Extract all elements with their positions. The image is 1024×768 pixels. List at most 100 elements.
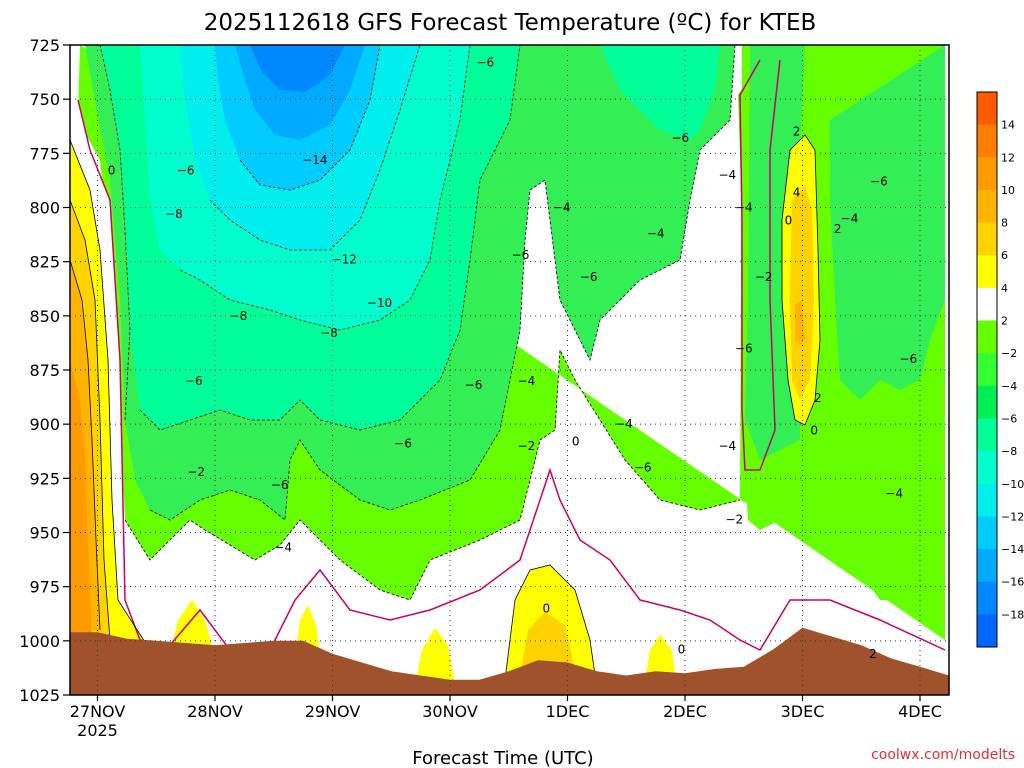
- contour-label: −2: [518, 439, 536, 453]
- x-tick-label: 4DEC: [898, 702, 942, 721]
- x-tick-label: 28NOV: [187, 702, 243, 721]
- colorbar-tick-label: 8: [1001, 217, 1008, 230]
- colorbar-swatch: [977, 581, 997, 615]
- contour-label: −6: [271, 478, 289, 492]
- contour-label: −4: [274, 541, 292, 555]
- colorbar-swatch: [977, 157, 997, 191]
- contour-label: −4: [518, 374, 536, 388]
- contour-label: −8: [230, 309, 248, 323]
- contour-label: −2: [725, 513, 743, 527]
- contour-label: −6: [899, 352, 917, 366]
- x-axis-ticks: 27NOV 28NOV 29NOV 30NOV 1DEC 2DEC 3DEC 4DEC 2025: [70, 695, 942, 740]
- colorbar-swatch: [977, 385, 997, 419]
- colorbar-tick-label: −4: [1001, 380, 1017, 393]
- y-tick-label: 950: [29, 524, 60, 543]
- y-tick-label: 1000: [19, 632, 60, 651]
- y-tick-label: 800: [29, 199, 60, 218]
- x-tick-label: 29NOV: [305, 702, 361, 721]
- contour-label: −4: [735, 201, 753, 215]
- contour-label: −2: [755, 270, 773, 284]
- contour-label: 0: [678, 643, 686, 657]
- contour-label: 2: [869, 647, 877, 661]
- contour-label: −6: [185, 374, 203, 388]
- colorbar-swatch: [977, 549, 997, 583]
- y-tick-label: 775: [29, 144, 60, 163]
- contour-label: −4: [647, 227, 665, 241]
- colorbar-frame: [976, 91, 998, 648]
- x-tick-label: 30NOV: [422, 702, 478, 721]
- contour-label: −6: [394, 437, 412, 451]
- y-tick-label: 825: [29, 253, 60, 272]
- contour-label: −6: [465, 378, 483, 392]
- colorbar-tick-label: −18: [1001, 608, 1024, 621]
- contour-label: 0: [543, 601, 551, 615]
- colorbar-tick-label: 12: [1001, 151, 1015, 164]
- y-tick-label: 750: [29, 90, 60, 109]
- contour-lines: [70, 45, 946, 681]
- vertical-gridlines: [97, 45, 921, 695]
- x-tick-label: 27NOV: [70, 702, 126, 721]
- contour-label: −4: [718, 439, 736, 453]
- contour-label: −8: [165, 207, 183, 221]
- colorbar-tick-label: −10: [1001, 478, 1024, 491]
- contour-label: −6: [671, 131, 689, 145]
- colorbar-tick-label: −8: [1001, 445, 1017, 458]
- warm-pocket-2dec: [645, 635, 676, 680]
- colorbar-swatch: [977, 516, 997, 550]
- contour-label: 0: [785, 214, 793, 228]
- colorbar-swatch: [977, 124, 997, 158]
- y-tick-label: 925: [29, 469, 60, 488]
- y-tick-label: 875: [29, 361, 60, 380]
- colorbar-tick-label: −2: [1001, 347, 1017, 360]
- contour-label: −6: [476, 55, 494, 69]
- y-tick-label: 900: [29, 415, 60, 434]
- colorbar-swatch: [977, 320, 997, 354]
- colorbar-tick-label: 2: [1001, 315, 1008, 328]
- contour-label: −4: [885, 487, 903, 501]
- contour-label: −14: [302, 153, 327, 167]
- contour-labels: 0 −6 −8 −14 −12 −10 −8 −8 −6 −6 −6 −6 −6 −6 −4 −4 −2 0 −2 −…: [108, 55, 917, 661]
- contour-label: 0: [810, 424, 818, 438]
- x-tick-year: 2025: [77, 721, 118, 740]
- warm-column-3dec-core: [795, 300, 805, 345]
- colorbar-tick-label: −16: [1001, 576, 1024, 589]
- color-bar: 14 12 10 8 6 4 2 −2 −4 −6 −8 −10 −12 −14 −16 −18: [976, 91, 1024, 648]
- contour-label: −6: [580, 270, 598, 284]
- contour-label: −4: [841, 211, 859, 225]
- contour-label: −4: [553, 201, 571, 215]
- chart-title: 2025112618 GFS Forecast Temperature (ºC)…: [204, 10, 817, 36]
- colorbar-swatch: [977, 418, 997, 452]
- contour-label: −10: [367, 296, 392, 310]
- contour-label: 4: [793, 185, 801, 199]
- contour-label: 0: [572, 435, 580, 449]
- contour-label: −12: [332, 253, 357, 267]
- warm-left-darkorange: [70, 360, 92, 640]
- colorbar-swatch: [977, 451, 997, 485]
- band-minus-18: [250, 45, 345, 92]
- colorbar-tick-label: −14: [1001, 543, 1024, 556]
- colorbar-tick-label: 4: [1001, 282, 1008, 295]
- y-tick-label: 975: [29, 578, 60, 597]
- colorbar-tick-label: −6: [1001, 412, 1017, 425]
- warm-column-3dec-inner: [790, 185, 814, 400]
- contour-label: 2: [814, 391, 822, 405]
- colorbar-swatch: [977, 353, 997, 387]
- colorbar-swatch: [977, 189, 997, 224]
- ground-surface: [70, 627, 949, 695]
- contour-label: −6: [512, 248, 530, 262]
- colorbar-tick-label: 10: [1001, 184, 1015, 197]
- colorbar-swatch: [977, 222, 997, 256]
- colorbar-tick-label: −12: [1001, 510, 1024, 523]
- colorbar-swatch: [977, 92, 997, 126]
- contour-label: 2: [834, 222, 842, 236]
- y-tick-label: 850: [29, 307, 60, 326]
- colorbar-tick-label: 14: [1001, 119, 1015, 132]
- contour-label: 0: [108, 164, 116, 178]
- warm-pocket-30nov: [415, 628, 455, 685]
- colorbar-swatch: [977, 483, 997, 517]
- x-axis-label: Forecast Time (UTC): [412, 748, 593, 768]
- warm-pocket-1dec-inner: [520, 612, 575, 675]
- colorbar-tick-label: 6: [1001, 249, 1008, 262]
- temperature-fill: [70, 45, 949, 695]
